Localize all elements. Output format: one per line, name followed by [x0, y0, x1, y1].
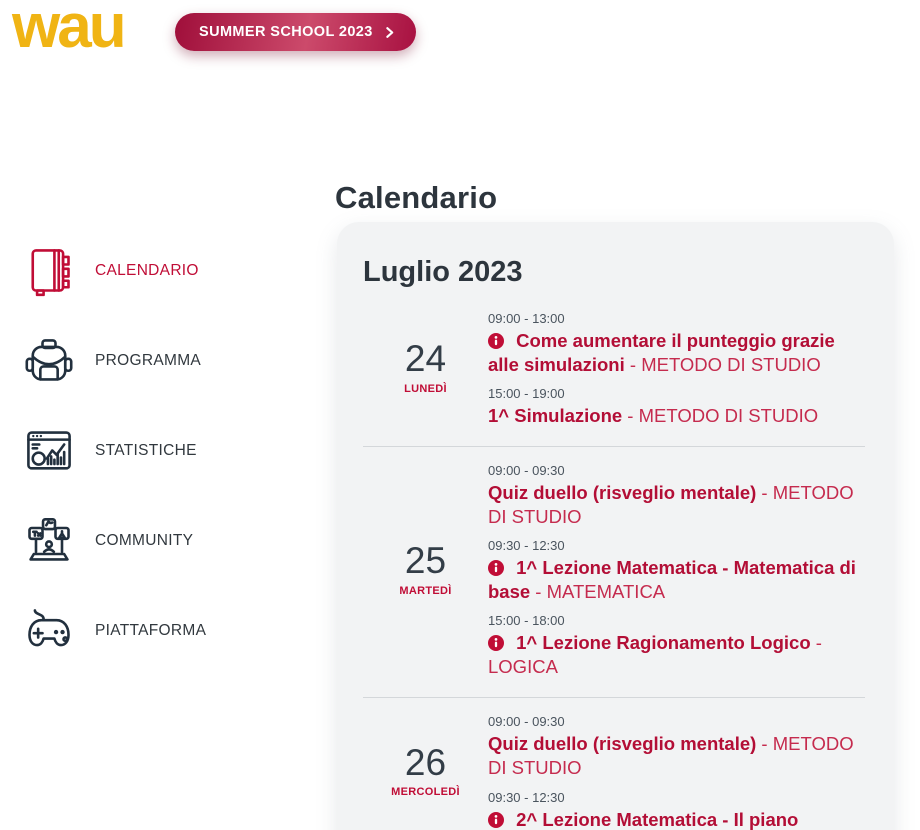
- wau-logo[interactable]: wau: [12, 0, 127, 61]
- sidebar-item-piattaforma[interactable]: PIATTAFORMA: [22, 603, 292, 659]
- event-category: - LOGICA: [488, 632, 822, 678]
- events-column: 09:00 - 09:30 Quiz duello (risveglio men…: [488, 710, 865, 830]
- event-title[interactable]: 1^ Lezione Ragionamento Logico - LOGICA: [488, 631, 865, 679]
- event-name: Come aumentare il punteggio grazie alle …: [488, 330, 835, 376]
- sidebar-item-calendario[interactable]: CALENDARIO: [22, 243, 292, 299]
- day-column: 24 LUNEDÌ: [363, 307, 488, 428]
- day-number: 26: [404, 741, 447, 783]
- event-category: - METODO DI STUDIO: [488, 482, 854, 528]
- day-number: 25: [404, 539, 447, 581]
- summer-school-button-label: SUMMER SCHOOL 2023: [199, 24, 373, 40]
- sidebar-item-statistiche[interactable]: STATISTICHE: [22, 423, 292, 479]
- event-time: 09:00 - 09:30: [488, 463, 565, 479]
- calendar-card: Luglio 2023 24 LUNEDÌ 09:00 - 13:00 Come…: [337, 222, 894, 830]
- day-column: 26 MERCOLEDÌ: [363, 710, 488, 830]
- month-title: Luglio 2023: [363, 256, 523, 288]
- calendar-event: 15:00 - 19:00 1^ Simulazione - METODO DI…: [488, 386, 865, 428]
- backpack-icon: [22, 333, 76, 389]
- calendar-event: 09:30 - 12:30 2^ Lezione Matematica - Il…: [488, 790, 865, 830]
- event-time: 09:00 - 13:00: [488, 311, 565, 326]
- event-title[interactable]: Quiz duello (risveglio mentale) - METODO…: [488, 732, 865, 780]
- calendar-event: 15:00 - 18:00 1^ Lezione Ragionamento Lo…: [488, 613, 865, 679]
- event-name: Quiz duello (risveglio mentale): [488, 733, 757, 755]
- summer-school-button[interactable]: SUMMER SCHOOL 2023: [175, 13, 416, 51]
- info-icon: [488, 333, 504, 349]
- calendar-event: 09:30 - 12:30 1^ Lezione Matematica - Ma…: [488, 538, 865, 604]
- calendar-day-row: 24 LUNEDÌ 09:00 - 13:00 Come aumentare i…: [363, 295, 865, 446]
- event-time: 09:30 - 12:30: [488, 538, 565, 554]
- event-time: 15:00 - 18:00: [488, 613, 565, 629]
- sidebar: CALENDARIO PROGRAMMA STATISTICHE COMMUNI…: [22, 243, 292, 693]
- day-list: 24 LUNEDÌ 09:00 - 13:00 Come aumentare i…: [363, 295, 865, 830]
- events-column: 09:00 - 13:00 Come aumentare il punteggi…: [488, 307, 865, 428]
- sidebar-item-community[interactable]: COMMUNITY: [22, 513, 292, 569]
- sidebar-item-label: CALENDARIO: [95, 262, 199, 279]
- events-column: 09:00 - 09:30 Quiz duello (risveglio men…: [488, 459, 865, 679]
- event-category: - MATEMATICA: [530, 581, 666, 603]
- event-time: 09:30 - 12:30: [488, 789, 565, 805]
- info-icon: [488, 635, 504, 652]
- day-column: 25 MARTEDÌ: [363, 459, 488, 679]
- event-name: Quiz duello (risveglio mentale): [488, 482, 757, 504]
- day-weekday: LUNEDÌ: [404, 382, 447, 395]
- sidebar-item-label: PROGRAMMA: [95, 352, 202, 369]
- event-category: - METODO DI STUDIO: [488, 733, 854, 779]
- sidebar-item-label: STATISTICHE: [95, 442, 197, 459]
- event-time: 15:00 - 19:00: [488, 386, 565, 402]
- event-name: 1^ Lezione Matematica - Matematica di ba…: [488, 557, 856, 603]
- event-time: 09:00 - 09:30: [488, 714, 565, 730]
- calendar-day-row: 25 MARTEDÌ 09:00 - 09:30 Quiz duello (ri…: [363, 446, 865, 697]
- event-title[interactable]: 1^ Lezione Matematica - Matematica di ba…: [488, 556, 865, 604]
- sidebar-item-label: COMMUNITY: [95, 532, 194, 549]
- day-number: 24: [404, 338, 447, 380]
- event-name: 1^ Simulazione: [488, 405, 623, 427]
- sidebar-item-programma[interactable]: PROGRAMMA: [22, 333, 292, 389]
- event-title[interactable]: 1^ Simulazione - METODO DI STUDIO: [488, 404, 865, 428]
- calendar-event: 09:00 - 13:00 Come aumentare il punteggi…: [488, 311, 865, 377]
- event-title[interactable]: 2^ Lezione Matematica - Il piano: [488, 808, 865, 830]
- event-category: - METODO DI STUDIO: [622, 405, 819, 427]
- gamepad-icon: [22, 603, 76, 659]
- chevron-right-icon: [385, 26, 394, 38]
- community-icon: [22, 513, 76, 569]
- event-name: 2^ Lezione Matematica - Il piano: [516, 808, 799, 830]
- day-weekday: MARTEDÌ: [399, 584, 452, 597]
- info-icon: [488, 811, 504, 828]
- event-title[interactable]: Come aumentare il punteggio grazie alle …: [488, 329, 865, 377]
- info-icon: [488, 560, 504, 577]
- sidebar-item-label: PIATTAFORMA: [95, 622, 207, 639]
- stats-icon: [22, 423, 76, 479]
- event-category: - METODO DI STUDIO: [624, 354, 821, 376]
- day-weekday: MERCOLEDÌ: [391, 786, 460, 799]
- calendar-day-row: 26 MERCOLEDÌ 09:00 - 09:30 Quiz duello (…: [363, 697, 865, 830]
- planner-icon: [22, 243, 76, 299]
- calendar-event: 09:00 - 09:30 Quiz duello (risveglio men…: [488, 463, 865, 529]
- event-name: 1^ Lezione Ragionamento Logico: [516, 632, 811, 654]
- event-title[interactable]: Quiz duello (risveglio mentale) - METODO…: [488, 481, 865, 529]
- calendar-event: 09:00 - 09:30 Quiz duello (risveglio men…: [488, 714, 865, 780]
- page-title: Calendario: [335, 180, 498, 215]
